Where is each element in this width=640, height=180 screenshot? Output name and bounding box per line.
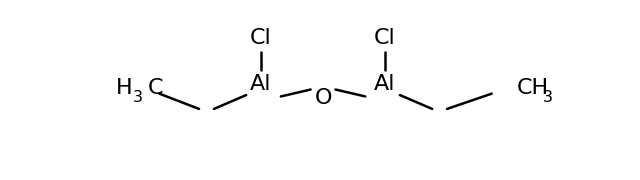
Text: O: O <box>314 88 332 108</box>
Text: CH: CH <box>516 78 548 98</box>
Text: C: C <box>148 78 163 98</box>
Text: 3: 3 <box>132 90 143 105</box>
Text: H: H <box>115 78 132 98</box>
Text: 3: 3 <box>543 90 553 105</box>
Text: Cl: Cl <box>374 28 396 48</box>
Text: Cl: Cl <box>250 28 272 48</box>
Text: Al: Al <box>250 74 272 94</box>
Text: Al: Al <box>374 74 396 94</box>
